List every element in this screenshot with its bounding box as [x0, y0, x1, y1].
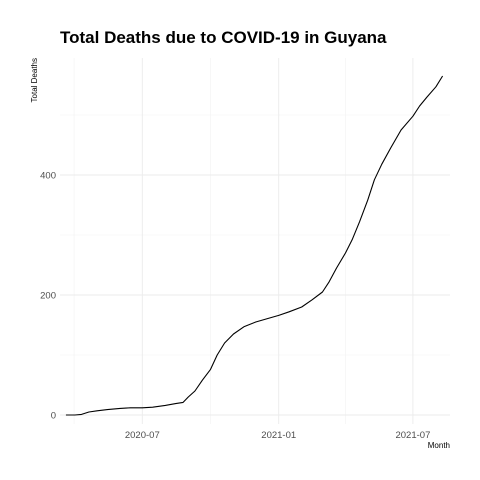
major-gridlines-y — [60, 174, 450, 416]
x-tick-label: 2021-07 — [395, 430, 430, 441]
chart-title: Total Deaths due to COVID-19 in Guyana — [60, 28, 387, 47]
x-tick-labels: 2020-07 2021-01 2021-07 — [125, 430, 431, 441]
minor-gridlines-y — [60, 114, 450, 356]
series-layer — [65, 75, 444, 416]
minor-gridlines-x — [73, 58, 346, 424]
y-tick-label: 0 — [51, 411, 56, 422]
y-axis-title: Total Deaths — [30, 58, 39, 102]
major-gridlines-x — [141, 58, 414, 424]
x-tick-label: 2021-01 — [261, 430, 296, 441]
y-tick-label: 200 — [40, 291, 56, 302]
series-line — [65, 75, 444, 416]
y-tick-labels: 0 200 400 — [40, 171, 56, 422]
x-axis-title: Month — [428, 441, 450, 450]
x-tick-label: 2020-07 — [125, 430, 160, 441]
y-tick-label: 400 — [40, 171, 56, 182]
